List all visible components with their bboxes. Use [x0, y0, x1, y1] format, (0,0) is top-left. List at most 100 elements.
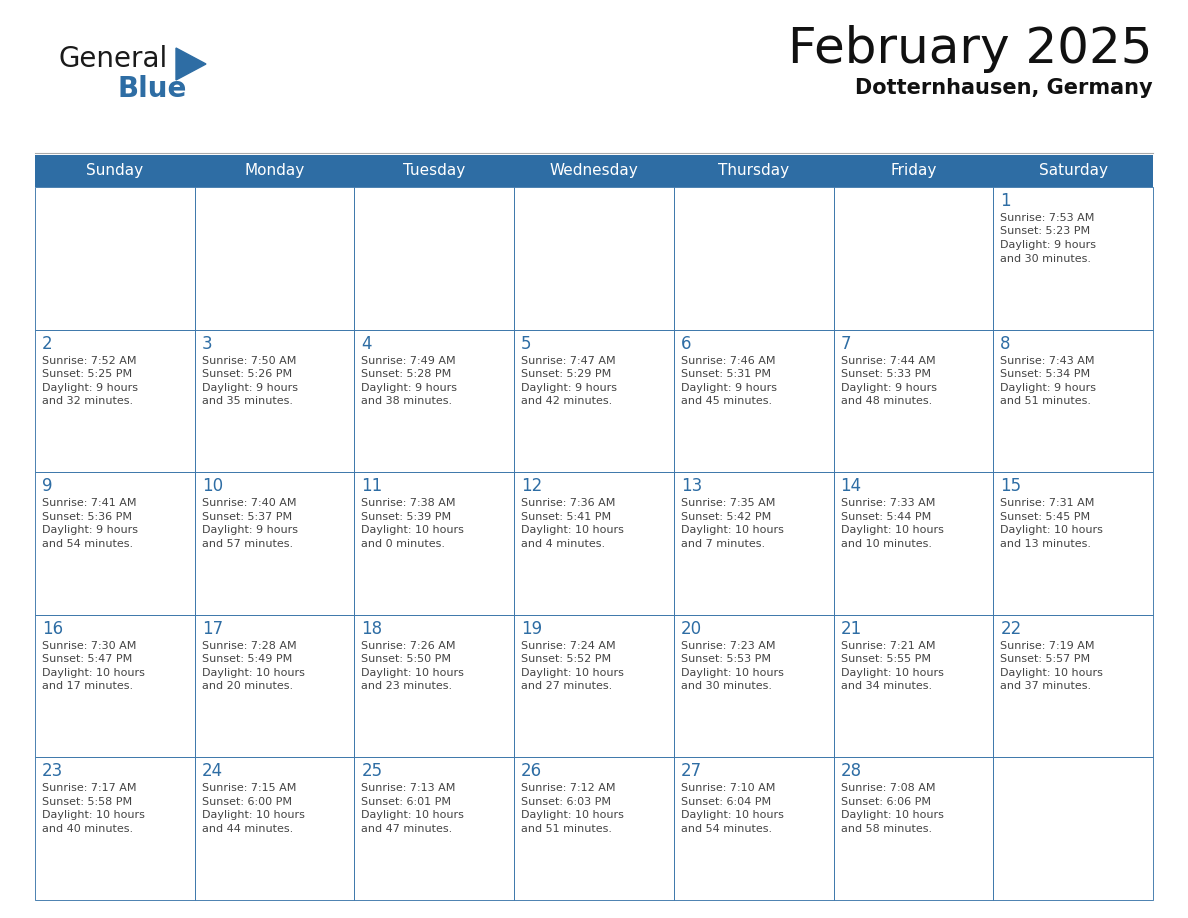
Text: Sunset: 5:42 PM: Sunset: 5:42 PM — [681, 511, 771, 521]
Bar — [674, 757, 834, 900]
Text: Sunrise: 7:38 AM: Sunrise: 7:38 AM — [361, 498, 456, 509]
Bar — [674, 472, 834, 615]
Text: 27: 27 — [681, 763, 702, 780]
Text: and 42 minutes.: and 42 minutes. — [522, 396, 612, 406]
Text: Sunset: 5:31 PM: Sunset: 5:31 PM — [681, 369, 771, 379]
Text: 17: 17 — [202, 620, 223, 638]
Text: Sunrise: 7:08 AM: Sunrise: 7:08 AM — [841, 783, 935, 793]
Text: and 37 minutes.: and 37 minutes. — [1000, 681, 1092, 691]
Bar — [514, 615, 674, 757]
Text: Daylight: 10 hours: Daylight: 10 hours — [361, 667, 465, 677]
Text: 3: 3 — [202, 334, 213, 353]
Text: 13: 13 — [681, 477, 702, 495]
Text: Sunset: 5:45 PM: Sunset: 5:45 PM — [1000, 511, 1091, 521]
Text: and 30 minutes.: and 30 minutes. — [1000, 253, 1092, 263]
Text: Daylight: 10 hours: Daylight: 10 hours — [522, 811, 624, 821]
Text: Sunset: 5:28 PM: Sunset: 5:28 PM — [361, 369, 451, 379]
Text: and 34 minutes.: and 34 minutes. — [841, 681, 931, 691]
Text: Sunrise: 7:10 AM: Sunrise: 7:10 AM — [681, 783, 776, 793]
Text: Daylight: 9 hours: Daylight: 9 hours — [1000, 240, 1097, 250]
Text: Sunrise: 7:44 AM: Sunrise: 7:44 AM — [841, 355, 935, 365]
Text: Sunrise: 7:15 AM: Sunrise: 7:15 AM — [202, 783, 296, 793]
Text: Daylight: 10 hours: Daylight: 10 hours — [522, 525, 624, 535]
Text: Sunset: 5:58 PM: Sunset: 5:58 PM — [42, 797, 132, 807]
Text: Sunset: 5:29 PM: Sunset: 5:29 PM — [522, 369, 612, 379]
Text: 28: 28 — [841, 763, 861, 780]
Text: Sunset: 5:36 PM: Sunset: 5:36 PM — [42, 511, 132, 521]
Bar — [993, 615, 1154, 757]
Text: 12: 12 — [522, 477, 543, 495]
Text: Daylight: 9 hours: Daylight: 9 hours — [202, 383, 298, 393]
Text: Daylight: 9 hours: Daylight: 9 hours — [42, 383, 138, 393]
Bar — [993, 757, 1154, 900]
Text: Dotternhausen, Germany: Dotternhausen, Germany — [855, 78, 1154, 98]
Text: Daylight: 9 hours: Daylight: 9 hours — [202, 525, 298, 535]
Bar — [354, 330, 514, 472]
Text: February 2025: February 2025 — [789, 25, 1154, 73]
Bar — [195, 187, 354, 330]
Bar — [354, 472, 514, 615]
Text: Sunrise: 7:36 AM: Sunrise: 7:36 AM — [522, 498, 615, 509]
Text: Monday: Monday — [245, 163, 304, 178]
Text: 24: 24 — [202, 763, 223, 780]
Bar — [834, 757, 993, 900]
Text: 8: 8 — [1000, 334, 1011, 353]
Text: Daylight: 10 hours: Daylight: 10 hours — [681, 525, 784, 535]
Bar — [34, 187, 195, 330]
Text: Sunrise: 7:23 AM: Sunrise: 7:23 AM — [681, 641, 776, 651]
Text: Daylight: 9 hours: Daylight: 9 hours — [1000, 383, 1097, 393]
Text: and 57 minutes.: and 57 minutes. — [202, 539, 292, 549]
Text: and 54 minutes.: and 54 minutes. — [42, 539, 133, 549]
Text: Sunrise: 7:49 AM: Sunrise: 7:49 AM — [361, 355, 456, 365]
Text: Sunrise: 7:13 AM: Sunrise: 7:13 AM — [361, 783, 456, 793]
Text: Sunset: 6:01 PM: Sunset: 6:01 PM — [361, 797, 451, 807]
Text: and 48 minutes.: and 48 minutes. — [841, 396, 931, 406]
Text: and 32 minutes.: and 32 minutes. — [42, 396, 133, 406]
Text: and 20 minutes.: and 20 minutes. — [202, 681, 292, 691]
Text: Sunset: 5:55 PM: Sunset: 5:55 PM — [841, 655, 930, 665]
Text: Daylight: 9 hours: Daylight: 9 hours — [681, 383, 777, 393]
Bar — [993, 330, 1154, 472]
Text: Sunrise: 7:26 AM: Sunrise: 7:26 AM — [361, 641, 456, 651]
Text: Daylight: 10 hours: Daylight: 10 hours — [42, 667, 145, 677]
Text: and 38 minutes.: and 38 minutes. — [361, 396, 453, 406]
Text: Daylight: 10 hours: Daylight: 10 hours — [361, 811, 465, 821]
Text: Daylight: 9 hours: Daylight: 9 hours — [522, 383, 617, 393]
Text: and 7 minutes.: and 7 minutes. — [681, 539, 765, 549]
Text: Sunset: 5:26 PM: Sunset: 5:26 PM — [202, 369, 292, 379]
Text: and 44 minutes.: and 44 minutes. — [202, 823, 293, 834]
Bar — [514, 187, 674, 330]
Text: and 17 minutes.: and 17 minutes. — [42, 681, 133, 691]
Text: Daylight: 9 hours: Daylight: 9 hours — [841, 383, 936, 393]
Text: Sunrise: 7:47 AM: Sunrise: 7:47 AM — [522, 355, 615, 365]
Text: Sunset: 6:04 PM: Sunset: 6:04 PM — [681, 797, 771, 807]
Text: Daylight: 10 hours: Daylight: 10 hours — [841, 667, 943, 677]
Text: and 58 minutes.: and 58 minutes. — [841, 823, 931, 834]
Text: Sunset: 5:33 PM: Sunset: 5:33 PM — [841, 369, 930, 379]
Text: Sunset: 5:23 PM: Sunset: 5:23 PM — [1000, 227, 1091, 237]
Text: General: General — [58, 45, 168, 73]
Text: Sunset: 5:25 PM: Sunset: 5:25 PM — [42, 369, 132, 379]
Text: Friday: Friday — [890, 163, 936, 178]
Text: Sunset: 5:44 PM: Sunset: 5:44 PM — [841, 511, 931, 521]
Bar — [674, 187, 834, 330]
Text: 9: 9 — [42, 477, 52, 495]
Text: Sunrise: 7:31 AM: Sunrise: 7:31 AM — [1000, 498, 1094, 509]
Text: 7: 7 — [841, 334, 851, 353]
Text: Daylight: 10 hours: Daylight: 10 hours — [202, 667, 304, 677]
Text: Sunset: 5:50 PM: Sunset: 5:50 PM — [361, 655, 451, 665]
Text: 1: 1 — [1000, 192, 1011, 210]
Bar — [34, 472, 195, 615]
Text: Daylight: 10 hours: Daylight: 10 hours — [202, 811, 304, 821]
Text: and 10 minutes.: and 10 minutes. — [841, 539, 931, 549]
Bar — [834, 615, 993, 757]
Bar — [34, 757, 195, 900]
Bar — [354, 187, 514, 330]
Bar — [195, 472, 354, 615]
Bar — [674, 615, 834, 757]
Bar — [993, 187, 1154, 330]
Text: Sunset: 5:34 PM: Sunset: 5:34 PM — [1000, 369, 1091, 379]
Text: Sunset: 5:47 PM: Sunset: 5:47 PM — [42, 655, 132, 665]
Text: Sunset: 5:41 PM: Sunset: 5:41 PM — [522, 511, 612, 521]
Text: and 13 minutes.: and 13 minutes. — [1000, 539, 1092, 549]
